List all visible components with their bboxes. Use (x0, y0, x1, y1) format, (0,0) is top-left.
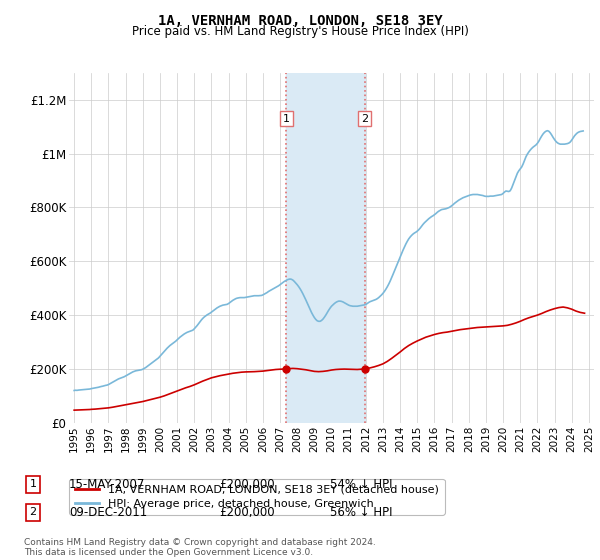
Text: £200,000: £200,000 (219, 506, 275, 519)
Text: 1: 1 (29, 479, 37, 489)
Text: Price paid vs. HM Land Registry's House Price Index (HPI): Price paid vs. HM Land Registry's House … (131, 25, 469, 38)
Legend: 1A, VERNHAM ROAD, LONDON, SE18 3EY (detached house), HPI: Average price, detache: 1A, VERNHAM ROAD, LONDON, SE18 3EY (deta… (70, 479, 445, 515)
Text: 15-MAY-2007: 15-MAY-2007 (69, 478, 145, 491)
Bar (286, 73, 365, 423)
Text: 2: 2 (29, 507, 37, 517)
Text: 1: 1 (283, 114, 290, 124)
Text: 56% ↓ HPI: 56% ↓ HPI (330, 506, 392, 519)
Text: 09-DEC-2011: 09-DEC-2011 (69, 506, 147, 519)
Text: 1A, VERNHAM ROAD, LONDON, SE18 3EY: 1A, VERNHAM ROAD, LONDON, SE18 3EY (158, 14, 442, 28)
Text: 2: 2 (361, 114, 368, 124)
Text: Contains HM Land Registry data © Crown copyright and database right 2024.
This d: Contains HM Land Registry data © Crown c… (24, 538, 376, 557)
Text: £200,000: £200,000 (219, 478, 275, 491)
Text: 54% ↓ HPI: 54% ↓ HPI (330, 478, 392, 491)
